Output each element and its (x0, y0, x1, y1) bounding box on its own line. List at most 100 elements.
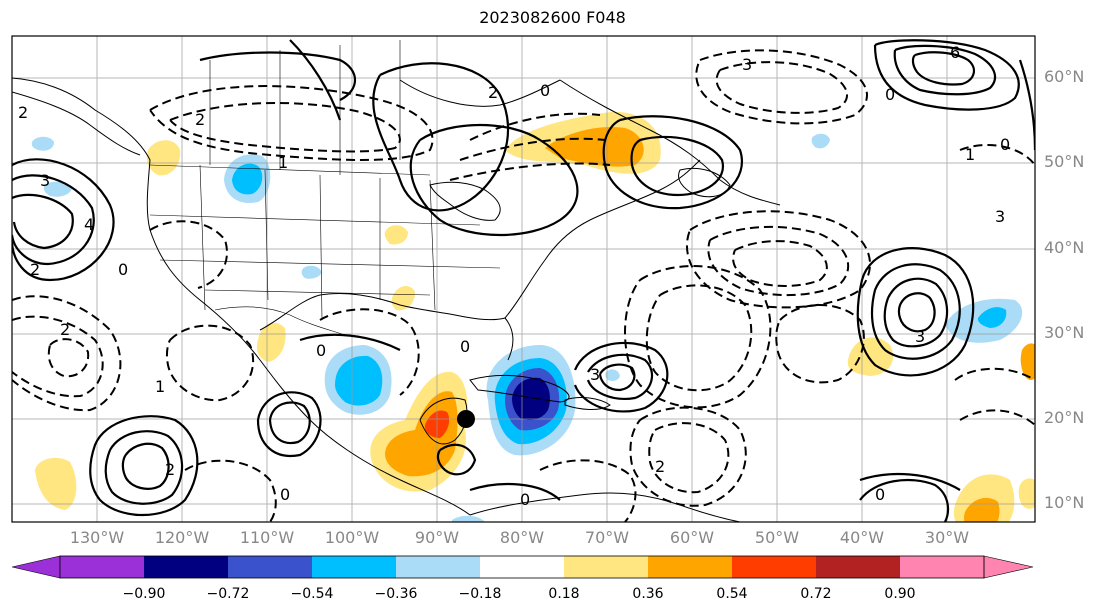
colorbar-tick-label: 0.72 (800, 586, 832, 602)
map-border (11, 35, 1036, 523)
anomaly-positive-labrador-core (545, 126, 644, 167)
lon-label: 50°W (754, 528, 800, 547)
contour-high-mexico-2 (268, 401, 311, 445)
contour-low-atlantic-2 (707, 225, 850, 297)
colorbar-tick-label: −0.36 (374, 586, 418, 602)
contour-label: 2 (165, 460, 175, 479)
contours-positive (12, 39, 1035, 522)
anomaly-positive-pacific-sw (35, 457, 77, 510)
coast-cuba (469, 374, 570, 403)
lon-label: 30°W (924, 528, 970, 547)
contour-low-atlantic-3 (732, 240, 828, 287)
political-borders (149, 40, 501, 336)
colorbar-tick-label: −0.72 (206, 586, 250, 602)
contour-high-bermuda-2 (586, 353, 654, 400)
contours-zero (299, 333, 961, 501)
lat-label: 60°N (1044, 67, 1085, 86)
contour-label: 1 (278, 153, 288, 172)
border-us-canada (149, 164, 431, 176)
lat-label: 30°N (1044, 323, 1085, 342)
contour-high-hudson (372, 62, 510, 212)
contour-label: 0 (885, 85, 895, 104)
contour-label: 0 (280, 485, 290, 504)
contour-low-far-east-2 (954, 367, 1035, 381)
contour-label-layer: 2 3 4 0 1 6 2 0 3 1 0 2 3 2 0 1 3 0 2 0 … (18, 43, 1010, 509)
colorbar-tick-label: 0.90 (884, 586, 916, 602)
contour-label: 2 (488, 83, 498, 102)
storm-center-marker (457, 410, 475, 428)
contour-label: 2 (18, 103, 28, 122)
contour-low-canada-2 (169, 101, 401, 153)
contour-high-bermuda (573, 341, 669, 413)
contour-low-north-atl (695, 49, 868, 125)
canada-provinces (209, 40, 401, 175)
contour-label: 0 (316, 341, 326, 360)
anomaly-positive-mexico (256, 322, 286, 362)
lat-label: 50°N (1044, 152, 1085, 171)
contour-label: 3 (915, 327, 925, 346)
colorbar-extend-max (983, 555, 1034, 579)
contour-high-atlantic-4 (897, 292, 936, 333)
lon-label: 60°W (669, 528, 715, 547)
coast-alaska (12, 91, 141, 156)
colorbar-segment (900, 556, 984, 578)
anomaly-negative-atl-north (811, 133, 830, 149)
contour-label: 6 (950, 43, 960, 62)
contour-high-pacific-sw-3 (121, 442, 170, 490)
contour-label: 0 (520, 490, 530, 509)
coast-hispaniola (564, 397, 611, 410)
contour-low-pacific-1 (12, 295, 122, 412)
lon-label: 70°W (584, 528, 630, 547)
contour-low-pacific-3 (47, 338, 90, 378)
colorbar-segment (144, 556, 228, 578)
contour-high-pacific-sw-2 (104, 430, 184, 505)
lat-label: 40°N (1044, 238, 1085, 257)
coast-gulf (259, 292, 514, 361)
coast-great-lakes (429, 181, 501, 221)
state-lines-1 (199, 164, 436, 321)
contour-zero-3 (469, 482, 561, 501)
coast-newfoundland (677, 167, 731, 198)
lon-label: 110°W (239, 528, 295, 547)
colorbar-segment (228, 556, 312, 578)
contour-high-pacific-west (12, 158, 115, 282)
contour-high-labrador (602, 115, 743, 210)
colorbar-frame (59, 555, 985, 579)
anomaly-negative-gulf-core (335, 355, 383, 406)
contour-low-central-atl-2 (645, 284, 753, 392)
anomaly-negative-atl-mid-core (977, 307, 1007, 328)
colorbar-extend-min (11, 555, 61, 579)
contour-high-ne-atlantic (873, 39, 1020, 111)
contour-low-labrador-bands (449, 112, 611, 181)
anomaly-negative-bermuda-small (605, 369, 620, 381)
contour-label: 1 (965, 145, 975, 164)
state-lines-2 (149, 214, 501, 296)
anomaly-negative-pacific-nw-1 (31, 136, 54, 151)
shaded-anomalies (31, 111, 1035, 522)
contour-high-pacific-west-3 (12, 193, 74, 250)
graticule (12, 36, 1035, 522)
colorbar-tick-label: 0.36 (632, 586, 664, 602)
contour-high-pacific-west-2 (12, 174, 95, 266)
colorbar-tick-label: 0.54 (716, 586, 748, 602)
contour-low-canada-1 (149, 85, 434, 161)
anomaly-positive-pacific-nw (146, 140, 181, 176)
colorbar-segment (816, 556, 900, 578)
lon-label: 90°W (414, 528, 460, 547)
anomaly-negative-caribbean-south (452, 515, 485, 522)
contour-low-caribbean-south (539, 459, 637, 522)
contour-high-ne-atlantic-3 (911, 51, 976, 86)
anomaly-positive-east-edge-2 (1018, 478, 1035, 509)
lon-label: 80°W (499, 528, 545, 547)
contour-nw-canada (199, 51, 356, 101)
contour-high-se-atlantic (859, 478, 950, 522)
colorbar-tick-label: −0.18 (458, 586, 502, 602)
contour-label: 2 (195, 110, 205, 129)
contour-high-atlantic-3 (883, 277, 949, 348)
colorbar (11, 555, 1034, 579)
contour-low-north-atl-2 (715, 61, 848, 114)
anomaly-negative-caribbean-core (512, 377, 550, 420)
lon-label: 120°W (154, 528, 210, 547)
contour-zero-2 (859, 472, 961, 491)
